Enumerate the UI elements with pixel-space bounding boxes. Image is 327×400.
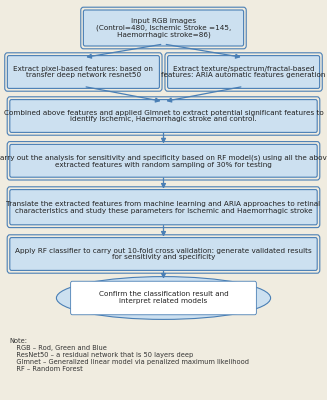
FancyBboxPatch shape (10, 190, 317, 225)
Text: Extract texture/spectrum/fractal-based
features: ARIA automatic features generat: Extract texture/spectrum/fractal-based f… (162, 66, 326, 78)
FancyBboxPatch shape (10, 100, 317, 132)
Text: Translate the extracted features from machine learning and ARIA approaches to re: Translate the extracted features from ma… (7, 201, 320, 214)
Text: Carry out the analysis for sensitivity and specificity based on RF model(s) usin: Carry out the analysis for sensitivity a… (0, 154, 327, 168)
Text: Apply RF classifier to carry out 10-fold cross validation: generate validated re: Apply RF classifier to carry out 10-fold… (15, 248, 312, 260)
FancyBboxPatch shape (71, 281, 256, 315)
Text: Confirm the classification result and
interpret related models: Confirm the classification result and in… (99, 292, 228, 304)
Text: Extract pixel-based features: based on
transfer deep network resnet50: Extract pixel-based features: based on t… (13, 66, 153, 78)
Ellipse shape (56, 277, 270, 319)
FancyBboxPatch shape (83, 10, 244, 46)
Text: Input RGB images
(Control=480, Ischemic Stroke =145,
Haemorrhagic stroke=86): Input RGB images (Control=480, Ischemic … (96, 18, 231, 38)
FancyBboxPatch shape (10, 238, 317, 270)
FancyBboxPatch shape (167, 56, 319, 88)
FancyBboxPatch shape (7, 56, 160, 88)
Text: Note:
   RGB – Rod, Green and Blue
   ResNet50 – a residual network that is 50 l: Note: RGB – Rod, Green and Blue ResNet50… (10, 338, 249, 372)
Text: Combined above features and applied Glmnet to extract potential significant feat: Combined above features and applied Glmn… (4, 110, 323, 122)
FancyBboxPatch shape (10, 144, 317, 177)
